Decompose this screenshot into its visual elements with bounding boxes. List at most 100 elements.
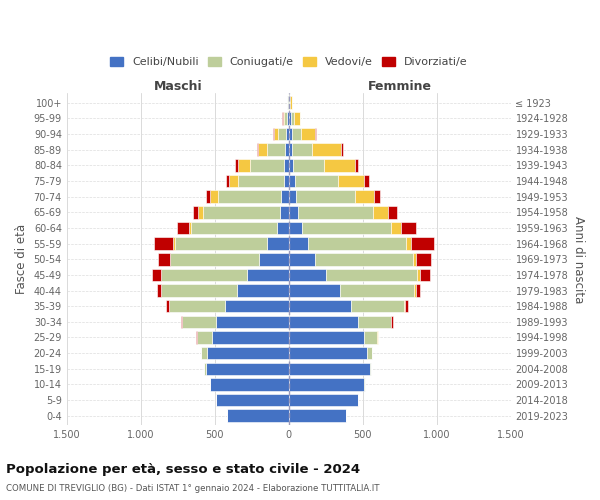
Bar: [247, 268, 289, 281]
Bar: [391, 316, 392, 328]
Bar: [355, 190, 374, 203]
Bar: [289, 206, 298, 218]
Bar: [287, 96, 288, 109]
Bar: [166, 300, 169, 312]
Bar: [154, 238, 173, 250]
Bar: [237, 284, 289, 297]
Bar: [316, 253, 413, 266]
Bar: [285, 144, 289, 156]
Bar: [209, 378, 210, 390]
Bar: [289, 410, 346, 422]
Bar: [289, 144, 292, 156]
Bar: [158, 253, 170, 266]
Bar: [208, 347, 289, 360]
Y-axis label: Anni di nascita: Anni di nascita: [572, 216, 585, 303]
Bar: [289, 394, 358, 406]
Bar: [405, 300, 408, 312]
Bar: [259, 253, 289, 266]
Bar: [367, 347, 371, 360]
Bar: [196, 331, 197, 344]
Bar: [289, 253, 316, 266]
Bar: [341, 144, 343, 156]
Bar: [225, 300, 289, 312]
Text: Popolazione per età, sesso e stato civile - 2024: Popolazione per età, sesso e stato civil…: [6, 462, 360, 475]
Bar: [373, 206, 388, 218]
Bar: [294, 112, 300, 124]
Bar: [199, 206, 203, 218]
Bar: [286, 128, 289, 140]
Bar: [377, 331, 379, 344]
Bar: [169, 300, 225, 312]
Bar: [238, 174, 284, 187]
Bar: [308, 238, 406, 250]
Bar: [235, 159, 238, 172]
Bar: [283, 112, 284, 124]
Bar: [157, 284, 161, 297]
Text: COMUNE DI TREVIGLIO (BG) - Dati ISTAT 1° gennaio 2024 - Elaborazione TUTTITALIA.: COMUNE DI TREVIGLIO (BG) - Dati ISTAT 1°…: [6, 484, 380, 493]
Bar: [289, 284, 340, 297]
Bar: [287, 112, 289, 124]
Bar: [267, 144, 285, 156]
Bar: [210, 190, 218, 203]
Bar: [284, 159, 289, 172]
Bar: [289, 159, 293, 172]
Bar: [274, 128, 278, 140]
Bar: [291, 112, 294, 124]
Bar: [289, 268, 326, 281]
Bar: [292, 144, 311, 156]
Bar: [289, 190, 296, 203]
Bar: [290, 96, 292, 109]
Bar: [289, 112, 291, 124]
Bar: [173, 238, 175, 250]
Bar: [289, 238, 308, 250]
Bar: [152, 268, 161, 281]
Bar: [280, 206, 289, 218]
Bar: [418, 268, 419, 281]
Bar: [288, 96, 289, 109]
Bar: [229, 174, 238, 187]
Bar: [216, 394, 289, 406]
Bar: [326, 268, 418, 281]
Bar: [301, 128, 316, 140]
Bar: [197, 331, 212, 344]
Bar: [413, 253, 416, 266]
Bar: [203, 206, 280, 218]
Bar: [364, 174, 368, 187]
Bar: [218, 190, 281, 203]
Bar: [227, 410, 289, 422]
Bar: [257, 144, 259, 156]
Bar: [210, 378, 289, 390]
Bar: [419, 268, 430, 281]
Bar: [374, 190, 380, 203]
Bar: [404, 300, 405, 312]
Bar: [358, 316, 391, 328]
Bar: [292, 128, 301, 140]
Bar: [289, 378, 364, 390]
Bar: [298, 206, 373, 218]
Bar: [177, 222, 189, 234]
Bar: [161, 268, 247, 281]
Bar: [388, 206, 397, 218]
Bar: [259, 144, 267, 156]
Bar: [406, 238, 412, 250]
Bar: [416, 284, 420, 297]
Bar: [338, 174, 364, 187]
Bar: [340, 284, 415, 297]
Bar: [206, 190, 210, 203]
Bar: [311, 144, 341, 156]
Text: Femmine: Femmine: [368, 80, 431, 94]
Bar: [266, 238, 289, 250]
Bar: [296, 190, 355, 203]
Bar: [289, 222, 302, 234]
Bar: [205, 362, 206, 375]
Bar: [175, 238, 266, 250]
Bar: [238, 159, 250, 172]
Bar: [182, 316, 216, 328]
Bar: [284, 174, 289, 187]
Bar: [416, 253, 431, 266]
Bar: [289, 128, 292, 140]
Bar: [401, 222, 416, 234]
Bar: [351, 300, 404, 312]
Bar: [277, 222, 289, 234]
Bar: [281, 190, 289, 203]
